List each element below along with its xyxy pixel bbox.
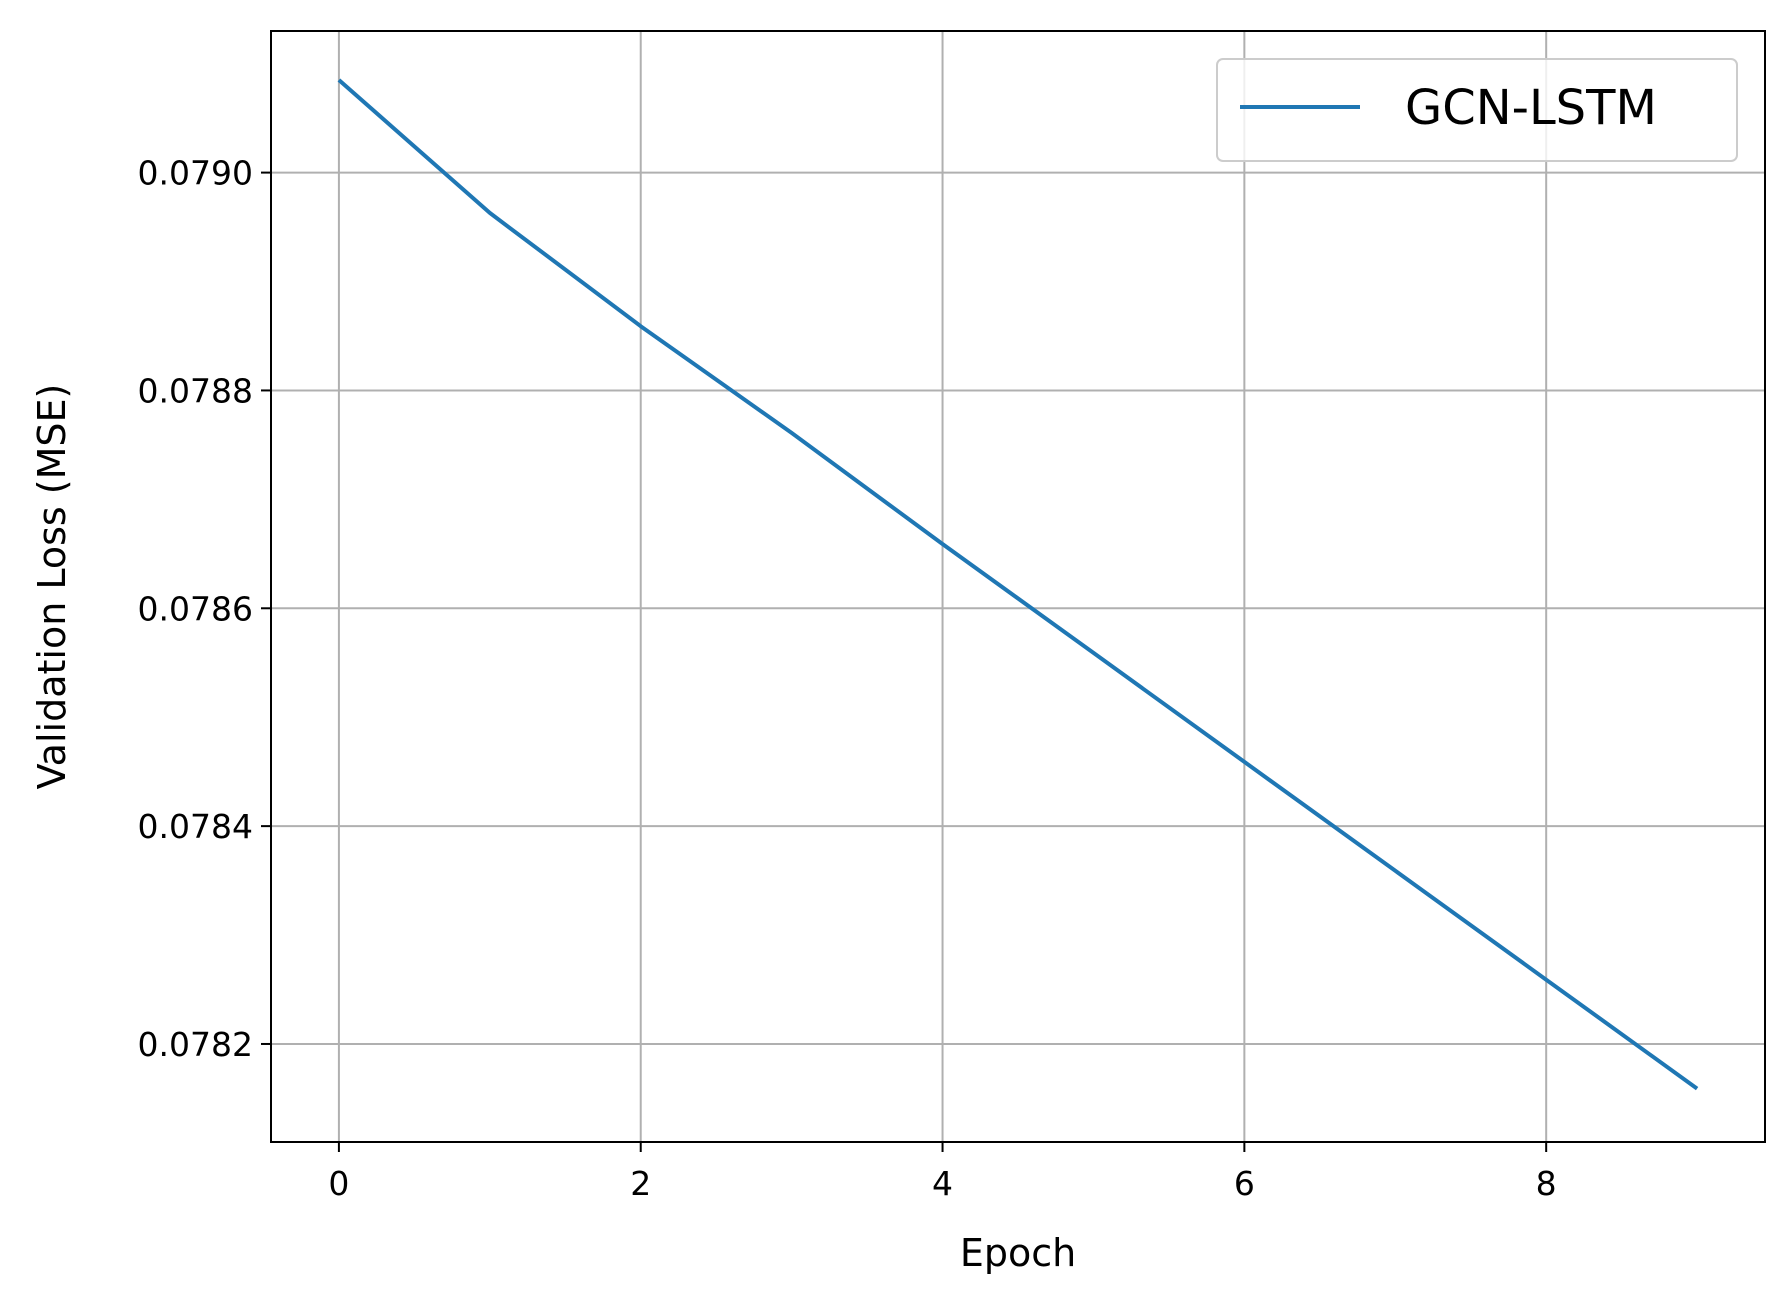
y-tick-label: 0.0784 bbox=[138, 807, 253, 846]
x-tick-label: 4 bbox=[932, 1164, 953, 1203]
grid bbox=[271, 31, 1765, 1142]
plot-area-frame bbox=[270, 30, 1766, 1143]
y-tick-label: 0.0788 bbox=[138, 371, 253, 410]
x-tick-label: 8 bbox=[1536, 1164, 1557, 1203]
y-tick-label: 0.0790 bbox=[138, 154, 253, 193]
series-line-gcn-lstm bbox=[337, 78, 1699, 1091]
legend-label-gcn-lstm: GCN-LSTM bbox=[1405, 80, 1657, 136]
legend-box bbox=[1216, 58, 1738, 162]
y-axis-title: Validation Loss (MSE) bbox=[30, 384, 74, 790]
legend: GCN-LSTM bbox=[1216, 58, 1738, 162]
y-axis-ticks: 0.0782 0.0784 0.0786 0.0788 0.0790 bbox=[138, 154, 271, 1064]
y-tick-label: 0.0786 bbox=[138, 589, 253, 628]
x-tick-label: 6 bbox=[1234, 1164, 1255, 1203]
x-tick-label: 2 bbox=[630, 1164, 651, 1203]
x-axis-ticks: 0 2 4 6 8 bbox=[328, 1142, 1557, 1203]
x-axis-title: Epoch bbox=[960, 1231, 1076, 1275]
y-tick-label: 0.0782 bbox=[138, 1025, 253, 1064]
series-layer bbox=[337, 78, 1699, 1091]
x-tick-label: 0 bbox=[328, 1164, 349, 1203]
